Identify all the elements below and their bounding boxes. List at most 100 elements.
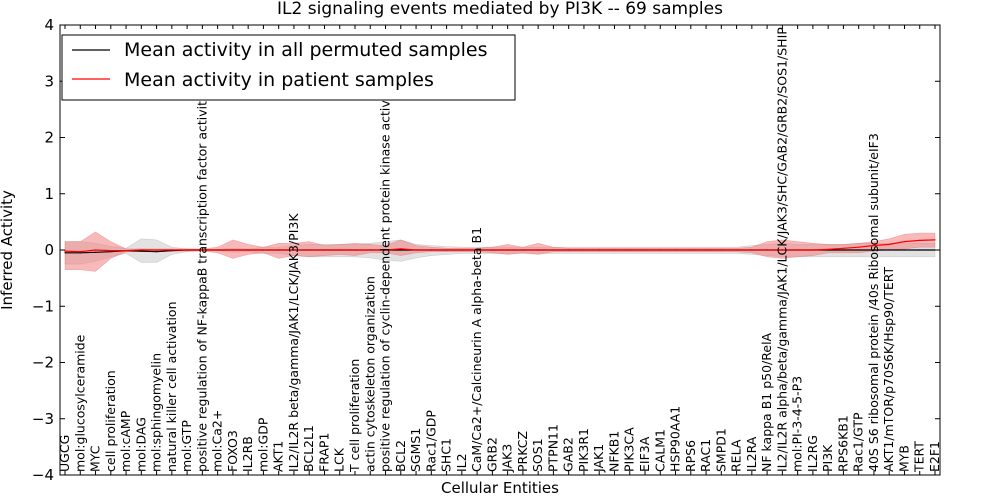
point-series-1-32 <box>552 249 555 251</box>
point-series-1-11 <box>232 249 234 251</box>
point-series-1-28 <box>491 249 493 251</box>
point-series-1-38 <box>644 249 646 251</box>
x-category-label: positive regulation of cyclin-dependent … <box>378 84 393 472</box>
x-category-label: LCK <box>332 447 347 472</box>
x-category-label: IL2RB <box>240 436 255 472</box>
legend: Mean activity in all permuted samples Me… <box>61 34 516 101</box>
point-series-0-3 <box>110 251 112 253</box>
legend-label-patient: Mean activity in patient samples <box>124 69 434 91</box>
point-series-1-35 <box>598 249 600 251</box>
x-category-label: FOXO3 <box>225 430 240 472</box>
point-series-1-12 <box>247 249 249 251</box>
point-series-1-53 <box>873 244 875 247</box>
y-tick-label: 3 <box>44 72 54 90</box>
x-category-label: SOS1 <box>530 438 545 472</box>
point-series-1-37 <box>629 249 631 251</box>
point-series-0-52 <box>858 249 860 251</box>
x-category-label: natural killer cell activation <box>164 301 179 472</box>
point-series-0-55 <box>903 249 906 251</box>
point-series-1-51 <box>842 247 845 249</box>
point-series-1-55 <box>903 241 906 243</box>
x-category-label: mol:sphingomyelin <box>149 353 164 472</box>
x-category-label: GRB2 <box>484 437 499 472</box>
x-category-label: cell proliferation <box>103 370 118 472</box>
confidence-bands <box>64 231 936 272</box>
point-series-1-52 <box>858 246 860 248</box>
x-category-label: TERT <box>912 441 927 473</box>
x-category-label: IL2 <box>454 453 469 472</box>
point-series-1-46 <box>766 249 768 251</box>
x-category-label: RPS6 <box>683 440 698 472</box>
x-category-label: JAK1 <box>591 444 606 473</box>
x-category-label: HSP90AA1 <box>668 406 683 472</box>
point-series-1-24 <box>430 249 432 251</box>
x-category-label: FRAP1 <box>317 433 332 472</box>
point-series-1-27 <box>476 249 478 251</box>
point-series-1-16 <box>308 249 310 251</box>
y-tick-label: −1 <box>32 297 54 315</box>
point-series-1-42 <box>705 249 707 251</box>
point-series-0-56 <box>919 249 921 251</box>
line-series-1 <box>64 239 936 253</box>
point-series-0-5 <box>140 250 142 252</box>
point-series-1-44 <box>736 249 738 251</box>
point-series-1-54 <box>888 243 890 245</box>
x-category-label: Rac1/GTP <box>851 412 866 472</box>
y-axis-ticks: −4 −3 −2 −1 0 1 2 3 4 <box>32 16 940 484</box>
x-category-label: MYB <box>897 445 912 472</box>
point-series-1-21 <box>384 249 387 251</box>
x-category-label: RAC1 <box>698 439 713 472</box>
y-tick-label: −3 <box>32 410 54 428</box>
point-series-1-57 <box>934 239 936 241</box>
point-series-1-18 <box>339 249 341 251</box>
x-category-label: SMPD1 <box>713 428 728 472</box>
x-category-label: CALM1 <box>652 429 667 472</box>
point-series-1-33 <box>568 249 570 251</box>
point-series-1-10 <box>217 249 219 251</box>
x-category-label: BCL2L1 <box>301 425 316 472</box>
x-category-label: mol:GTP <box>179 420 194 472</box>
x-category-label: actin cytoskeleton organization <box>362 276 377 472</box>
point-series-0-0 <box>64 252 66 254</box>
point-series-1-5 <box>140 249 142 251</box>
point-series-0-6 <box>156 251 158 253</box>
x-category-label: IL2RA <box>744 436 759 472</box>
x-category-label: E2F1 <box>927 441 942 472</box>
point-series-1-47 <box>781 249 784 251</box>
band-series-1 <box>64 231 936 272</box>
point-series-1-3 <box>110 250 112 252</box>
x-category-label: PI3K <box>820 444 835 472</box>
point-series-1-50 <box>827 248 829 250</box>
x-axis-label: Cellular Entities <box>441 479 559 497</box>
x-category-label: mol:glucosylceramide <box>72 334 87 472</box>
x-category-label: IL2/IL2R alpha/beta/gamma/JAK1/LCK/JAK3/… <box>774 27 789 472</box>
x-category-label: GAB2 <box>561 437 576 472</box>
point-series-1-15 <box>293 249 295 251</box>
point-series-1-40 <box>674 249 677 251</box>
x-axis-category-labels: UGCG mol:glucosylceramide MYC cell prolifer… <box>57 27 942 473</box>
point-series-1-30 <box>522 249 524 251</box>
x-category-label: Rac1/GDP <box>423 410 438 472</box>
point-series-1-45 <box>751 249 753 251</box>
point-series-1-2 <box>94 249 97 251</box>
x-category-label: mol:Ca2+ <box>210 410 225 472</box>
x-category-label: NF kappa B1 p50/RelA <box>759 332 774 472</box>
x-category-label: mol:GDP <box>255 417 270 472</box>
x-category-label: AKT1/mTOR/p70S6K/Hsp90/TERT <box>881 266 896 472</box>
x-category-label: NFKB1 <box>607 431 622 472</box>
x-category-label: PTPN11 <box>545 424 560 472</box>
x-category-label: RELA <box>729 439 744 472</box>
point-series-1-31 <box>537 249 539 251</box>
x-category-label: mol:PI-3-4-5-P3 <box>790 376 805 472</box>
point-series-1-19 <box>354 249 356 251</box>
x-category-label: T cell proliferation <box>347 359 362 473</box>
point-series-1-14 <box>278 249 280 251</box>
x-category-label: MYC <box>88 445 103 472</box>
point-series-1-17 <box>323 249 326 251</box>
point-series-0-22 <box>400 249 402 251</box>
point-series-1-1 <box>79 251 81 253</box>
x-category-label: RPS6KB1 <box>835 415 850 472</box>
legend-box <box>61 34 516 101</box>
point-series-1-34 <box>583 249 585 251</box>
